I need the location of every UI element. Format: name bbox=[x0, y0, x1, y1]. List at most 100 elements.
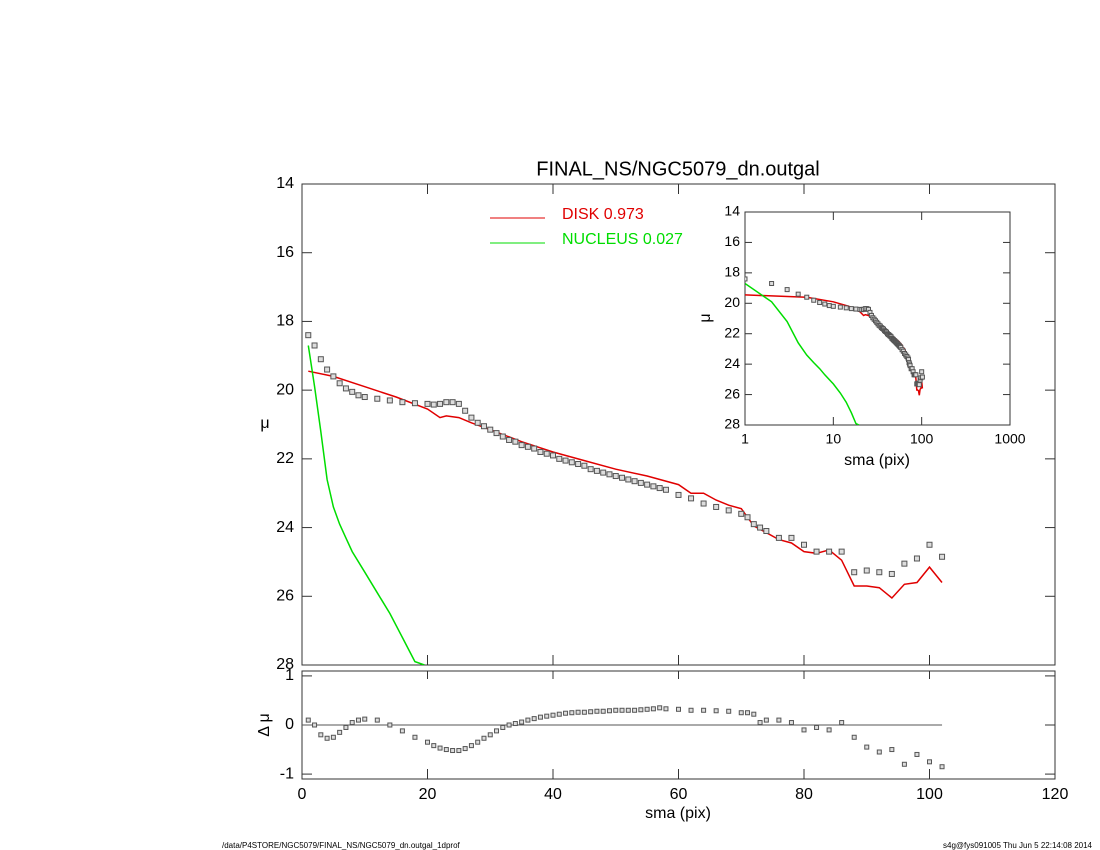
inset-x-tick-label: 10 bbox=[826, 431, 842, 447]
residual-point bbox=[851, 734, 857, 740]
residual-point bbox=[914, 751, 920, 757]
data-point bbox=[826, 303, 832, 309]
residual-point bbox=[462, 746, 468, 752]
data-point bbox=[424, 400, 431, 407]
residual-point bbox=[726, 708, 732, 714]
data-point bbox=[725, 507, 732, 514]
footer-left: /data/P4STORE/NGC5079/FINAL_NS/NGC5079_d… bbox=[222, 841, 461, 850]
data-point bbox=[506, 436, 513, 443]
data-point bbox=[851, 569, 858, 576]
data-point bbox=[518, 442, 525, 449]
data-point bbox=[556, 455, 563, 462]
inset-y-tick-label: 24 bbox=[724, 355, 740, 371]
data-point bbox=[700, 500, 707, 507]
data-point bbox=[480, 423, 487, 430]
inset-x-tick-label: 1 bbox=[741, 431, 749, 447]
residual-point bbox=[506, 722, 512, 728]
residual-point bbox=[531, 716, 537, 722]
residual-point bbox=[494, 728, 500, 734]
y-tick-label: 14 bbox=[276, 175, 294, 192]
residual-point bbox=[337, 729, 343, 735]
data-point bbox=[843, 305, 849, 311]
inset-y-tick-label: 26 bbox=[724, 385, 740, 401]
inset-x-tick-label: 100 bbox=[910, 431, 934, 447]
data-point bbox=[637, 479, 644, 486]
inset-x-tick-label: 1000 bbox=[994, 431, 1025, 447]
residual-point bbox=[606, 708, 612, 714]
data-point bbox=[744, 514, 751, 521]
x-tick-label: 20 bbox=[419, 786, 437, 803]
y-tick-label: 26 bbox=[276, 588, 294, 605]
residual-point bbox=[613, 707, 619, 713]
data-point bbox=[600, 469, 607, 476]
residual-point bbox=[619, 707, 625, 713]
data-point bbox=[662, 486, 669, 493]
inset-y-tick-label: 14 bbox=[724, 203, 740, 219]
y-tick-label: 18 bbox=[276, 313, 294, 330]
residual-point bbox=[563, 710, 569, 716]
residual-point bbox=[738, 710, 744, 716]
model-line bbox=[307, 345, 425, 665]
residual-point bbox=[305, 717, 311, 723]
data-point bbox=[769, 281, 775, 287]
y-tick-label: 22 bbox=[276, 450, 294, 467]
residual-point bbox=[939, 764, 945, 770]
data-point bbox=[713, 503, 720, 510]
residual-point bbox=[437, 745, 443, 751]
data-point bbox=[531, 445, 538, 452]
residual-point bbox=[688, 707, 694, 713]
residual-point bbox=[927, 759, 932, 765]
y-tick-label: 24 bbox=[276, 519, 294, 536]
residual-point bbox=[500, 724, 506, 730]
residual-point bbox=[676, 706, 681, 712]
data-point bbox=[499, 433, 506, 440]
data-point bbox=[926, 541, 933, 548]
data-point bbox=[305, 332, 312, 339]
residual-point bbox=[901, 761, 907, 767]
data-point bbox=[745, 276, 748, 282]
data-point bbox=[822, 301, 828, 307]
data-point bbox=[455, 400, 462, 407]
residual-point bbox=[644, 706, 650, 712]
y-tick-label: 0 bbox=[285, 716, 294, 733]
data-point bbox=[675, 491, 682, 498]
footer-right: s4g@fys091005 Thu Jun 5 22:14:08 2014 bbox=[943, 841, 1093, 850]
data-point bbox=[575, 461, 582, 468]
residual-point bbox=[550, 712, 556, 718]
residual-point bbox=[776, 717, 782, 723]
data-point bbox=[913, 372, 919, 378]
data-point bbox=[826, 548, 833, 555]
residual-point bbox=[481, 735, 487, 741]
residual-point bbox=[431, 743, 437, 749]
y-axis-label: Δ μ bbox=[256, 713, 273, 736]
residual-point bbox=[355, 717, 361, 723]
data-point bbox=[688, 495, 695, 502]
residual-point bbox=[343, 724, 349, 730]
residual-point bbox=[318, 732, 324, 738]
residual-point bbox=[581, 709, 587, 715]
residual-point bbox=[537, 714, 543, 720]
data-point bbox=[784, 287, 790, 293]
residual-point bbox=[374, 717, 380, 723]
residual-point bbox=[650, 706, 656, 712]
residual-point bbox=[839, 720, 845, 726]
data-point bbox=[916, 382, 922, 388]
residual-point bbox=[876, 749, 882, 755]
residual-point bbox=[625, 707, 631, 713]
inset-y-tick-label: 28 bbox=[724, 416, 740, 432]
data-point bbox=[474, 419, 481, 426]
data-point bbox=[656, 485, 663, 492]
data-point bbox=[317, 356, 324, 363]
residual-point bbox=[468, 743, 474, 749]
x-tick-label: 0 bbox=[298, 786, 307, 803]
data-point bbox=[355, 392, 362, 399]
data-point bbox=[562, 457, 569, 464]
residual-point bbox=[556, 711, 562, 717]
data-point bbox=[443, 399, 450, 406]
residual-point bbox=[594, 708, 600, 714]
residual-point bbox=[324, 735, 330, 741]
data-point bbox=[757, 524, 764, 531]
data-point bbox=[763, 528, 770, 535]
data-point bbox=[738, 510, 745, 517]
x-tick-label: 60 bbox=[670, 786, 688, 803]
